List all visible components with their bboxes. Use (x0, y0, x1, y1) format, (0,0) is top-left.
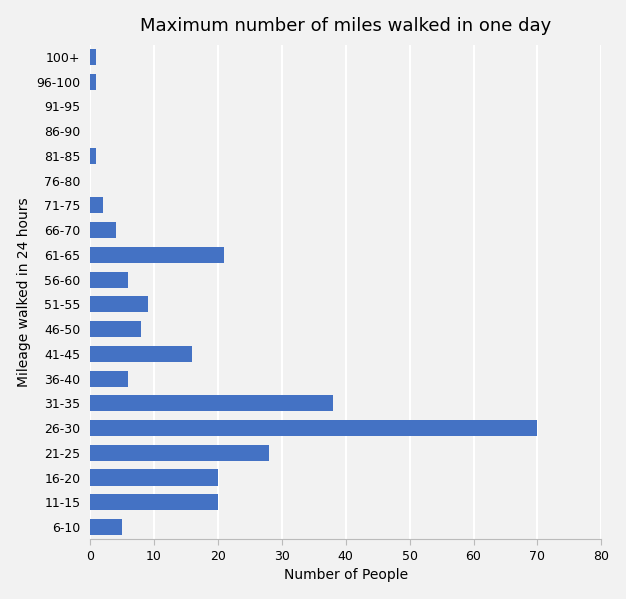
Title: Maximum number of miles walked in one day: Maximum number of miles walked in one da… (140, 17, 552, 35)
Bar (90, 494, 218, 510)
Bar (90, 222, 116, 238)
Bar (90, 297, 148, 312)
Bar (90, 420, 538, 436)
Bar (90, 197, 103, 213)
Bar (90, 271, 128, 288)
X-axis label: Number of People: Number of People (284, 568, 408, 582)
Bar (90, 321, 141, 337)
Bar (90, 444, 269, 461)
Bar (90, 247, 224, 263)
Bar (90, 371, 128, 386)
Bar (90, 519, 122, 535)
Bar (90, 148, 96, 164)
Bar (90, 346, 192, 362)
Y-axis label: Mileage walked in 24 hours: Mileage walked in 24 hours (17, 197, 31, 387)
Bar (90, 395, 333, 412)
Bar (90, 74, 96, 90)
Bar (90, 49, 96, 65)
Bar (90, 470, 218, 486)
